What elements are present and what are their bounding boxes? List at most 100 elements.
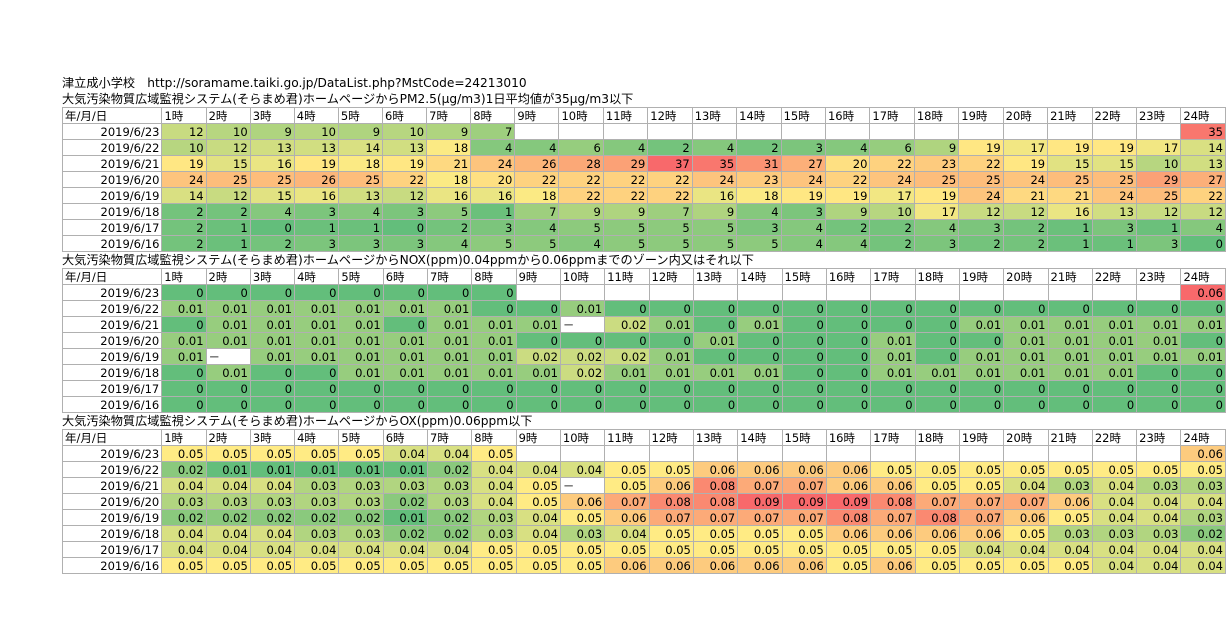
value-cell: 0.06 [648,557,694,574]
value-cell: 0.01 [515,364,561,381]
value-cell: 13 [249,139,295,156]
hour-column-header: 18時 [914,429,960,446]
value-cell: 0.05 [1136,461,1182,478]
value-cell [737,284,783,301]
value-cell: 0 [161,396,207,413]
hour-column-header: 22時 [1091,268,1138,285]
value-cell: 23 [913,155,960,172]
value-cell: 0.01 [737,316,783,333]
value-cell: 0.03 [1136,525,1182,542]
date-cell: 2019/6/18 [61,364,163,381]
value-cell [825,445,872,462]
value-cell: 19 [161,155,207,172]
value-cell: 4 [824,139,871,156]
value-cell: 0.01 [249,461,296,478]
hour-column-header: 11時 [604,268,650,285]
value-cell: 24 [869,171,915,188]
value-cell: 0.04 [1136,509,1182,526]
date-cell: 2019/6/21 [61,316,163,333]
value-cell: 0.04 [1136,557,1182,574]
value-cell: 0 [870,300,916,317]
value-cell: 0.01 [338,364,384,381]
value-cell: 25 [958,171,1004,188]
hour-column-header: 24時 [1180,107,1226,124]
value-cell: 0.01 [870,332,916,349]
value-cell: 0.02 [426,525,473,542]
value-cell: 0.01 [382,364,429,381]
value-cell: 0.01 [648,348,694,365]
value-cell: 0 [781,348,827,365]
hour-column-header: 12時 [648,268,694,285]
value-cell: 14 [1180,139,1226,156]
value-cell: 0 [1047,380,1093,397]
value-cell [1003,284,1049,301]
hour-column-header: 6時 [382,107,428,124]
value-cell: 0.07 [737,477,783,494]
value-cell: 0.04 [1091,557,1138,574]
value-cell: 0.01 [1047,332,1093,349]
value-cell: 3 [736,219,782,236]
value-cell: 0.06 [825,525,872,542]
value-cell: 0 [870,380,916,397]
value-cell: 19 [958,139,1004,156]
hour-column-header: 16時 [824,107,871,124]
value-cell: 18 [337,155,384,172]
value-cell: 4 [514,139,560,156]
value-cell: 0.01 [426,348,473,365]
value-cell: 0.06 [825,477,872,494]
value-cell: 0.05 [737,525,783,542]
value-cell: 4 [602,139,649,156]
value-cell: 4 [780,219,826,236]
value-cell: 0.04 [1180,493,1226,510]
value-cell [604,284,650,301]
value-cell [914,284,960,301]
hour-column-header: 9時 [514,107,560,124]
value-cell: 0.01 [471,348,517,365]
hour-column-header: 22時 [1091,429,1138,446]
value-cell: 0.01 [338,332,384,349]
value-cell: 0.05 [559,541,606,558]
value-cell [824,123,871,140]
value-cell: 12 [1002,203,1049,220]
value-cell [825,284,872,301]
value-cell: 0.02 [382,493,429,510]
value-cell: 0.05 [1047,461,1093,478]
value-cell: 0.06 [870,477,916,494]
hour-column-header: 8時 [471,429,517,446]
value-cell: 13 [337,187,384,204]
value-cell: 0.05 [338,557,384,574]
value-cell: 0 [294,364,340,381]
value-cell: 5 [647,219,693,236]
table-row: 2019/6/17 0 0 0 0 0 0 0 0 0 0 0 0 0 0 0 0 0 0 0 0 0 0 0 0 [61,380,1226,397]
hour-column-header: 22時 [1091,107,1137,124]
value-cell: 2 [426,219,472,236]
value-cell: 0.01 [914,364,960,381]
value-cell: 0 [559,396,606,413]
value-cell: 7 [514,203,560,220]
value-cell: 25 [1047,171,1093,188]
value-cell: 0 [958,300,1005,317]
value-cell: 0 [648,380,694,397]
value-cell [1135,123,1182,140]
value-cell: 0.05 [737,541,783,558]
value-cell: 2 [869,235,915,252]
value-cell: 25 [1135,187,1182,204]
value-cell: 0.04 [382,541,429,558]
value-cell: 22 [602,171,649,188]
value-cell: 0 [692,300,739,317]
value-cell: 0.03 [1180,477,1226,494]
value-cell: 0.03 [338,477,384,494]
value-cell: 0.09 [781,493,827,510]
value-cell: 0.01 [205,300,251,317]
value-cell: 0.03 [471,525,517,542]
value-cell: 0 [648,300,694,317]
value-cell: 3 [293,203,339,220]
value-cell: 3 [293,235,339,252]
station-url-line: 津立成小学校 http://soramame.taiki.go.jp/DataL… [62,76,527,90]
table-row: 2019/6/17 2 1 0 1 1 0 2 3 4 5 5 5 5 3 4 2 2 4 3 2 1 3 1 4 [61,219,1226,236]
value-cell [958,123,1004,140]
value-cell: 35 [1180,123,1226,140]
value-cell: 0.02 [1180,525,1226,542]
value-cell: 0.04 [294,541,340,558]
value-cell: 0.05 [648,525,694,542]
